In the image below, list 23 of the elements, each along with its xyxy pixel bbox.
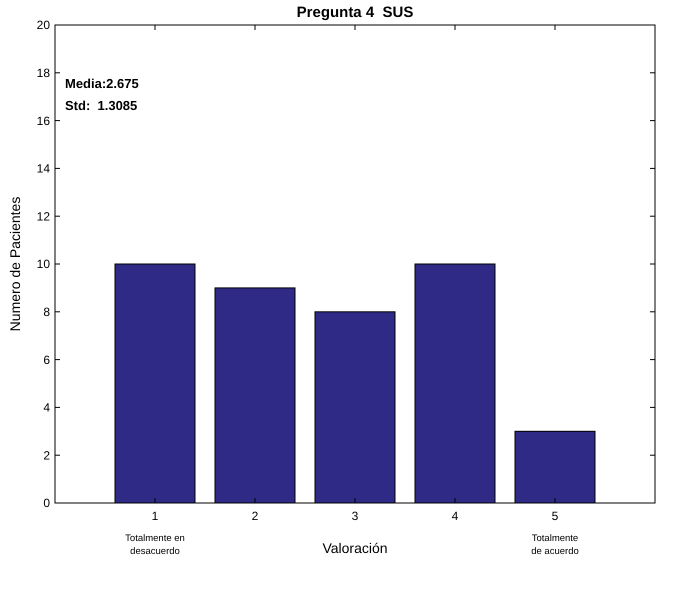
y-tick-label: 16 [36, 114, 50, 128]
x-axis-title: Valoración [322, 540, 388, 556]
y-axis-title: Numero de Pacientes [7, 196, 23, 332]
chart-title: Pregunta 4 SUS [296, 4, 414, 21]
x-tick-label: 1 [152, 509, 159, 523]
y-tick-label: 2 [43, 448, 50, 462]
y-tick-label: 20 [36, 18, 50, 32]
y-tick-label: 0 [43, 496, 50, 510]
y-tick-label: 14 [36, 162, 50, 176]
text: Totalmente en desacuerdo [125, 533, 185, 557]
x-tick-label: 4 [452, 509, 459, 523]
annotation: Std: 1.3085 [65, 98, 138, 113]
y-tick-label: 8 [43, 305, 50, 319]
y-tick-label: 6 [43, 352, 50, 367]
annotation: Media:2.675 [65, 76, 139, 91]
y-tick-label: 12 [36, 209, 50, 224]
x-tick-label: 3 [352, 509, 359, 523]
y-tick-label: 4 [43, 400, 50, 415]
text: Totalmente de acuerdo [531, 533, 579, 557]
y-tick-label: 18 [36, 66, 50, 80]
x-tick-label: 2 [252, 509, 259, 523]
y-tick-label: 10 [36, 257, 50, 272]
x-tick-label: 5 [552, 509, 559, 523]
